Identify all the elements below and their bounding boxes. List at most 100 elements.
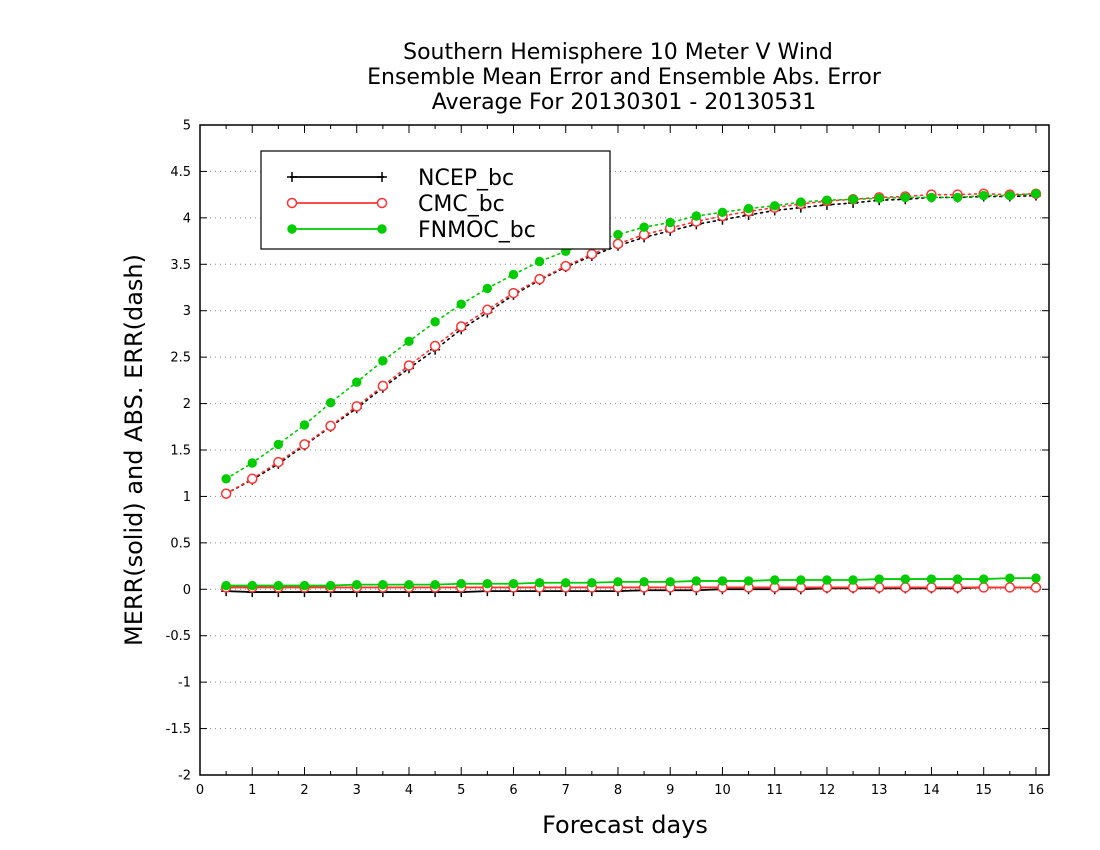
abs-error-point (612, 238, 624, 250)
series-cmc-bc (220, 188, 1042, 593)
mean-error-point (926, 574, 937, 584)
abs-error-point (534, 273, 545, 285)
mean-error-point (508, 579, 519, 589)
legend-box (260, 150, 611, 250)
mean-error-point (743, 576, 754, 586)
legend-marker (377, 172, 387, 182)
abs-error-line (225, 192, 1037, 495)
legend-label: NCEP_bc (418, 166, 514, 191)
abs-error-point (429, 340, 441, 352)
abs-error-point (482, 304, 493, 316)
y-tick-label: -2 (178, 769, 191, 784)
y-tick-label: 1 (183, 490, 191, 505)
x-tick-label: 11 (766, 783, 783, 798)
y-tick-label: 0 (183, 583, 191, 598)
mean-error-point (717, 576, 728, 586)
abs-error-point (404, 336, 414, 347)
mean-error-point (273, 580, 284, 591)
x-tick-label: 16 (1028, 783, 1045, 798)
abs-error-point (978, 190, 989, 201)
abs-error-point (560, 260, 571, 272)
abs-error-point (273, 456, 284, 468)
x-tick-label: 8 (614, 783, 622, 798)
mean-error-point (325, 580, 336, 591)
abs-error-point (352, 377, 362, 387)
abs-error-point (848, 194, 858, 204)
abs-error-point (299, 439, 310, 450)
x-tick-label: 6 (509, 783, 517, 798)
abs-error-point (534, 256, 545, 267)
abs-error-point (508, 269, 519, 280)
abs-error-point (508, 287, 519, 299)
legend-item-ncep-bc: NCEP_bc (287, 166, 514, 191)
mean-error-point (665, 577, 675, 587)
y-axis: -2 -1.5 -1 -0.5 0 0.5 1 1.5 2 2.5 3 3.5 4 4.5 5 (166, 119, 1049, 784)
x-tick-label: 9 (666, 783, 674, 798)
mean-error-point (900, 574, 911, 584)
mean-error-point (874, 574, 884, 584)
x-axis-label: Forecast days (542, 811, 708, 839)
abs-error-point (351, 401, 362, 412)
series-ncep-bc (221, 190, 1041, 598)
abs-error-point (247, 458, 257, 468)
x-tick-label: 3 (353, 783, 361, 798)
mean-error-point (534, 578, 545, 588)
mean-error-point (770, 575, 780, 585)
abs-error-point (377, 380, 389, 392)
y-tick-label: 4 (183, 211, 191, 226)
mean-error-point (299, 580, 310, 591)
x-tick-label: 4 (405, 783, 413, 798)
x-tick-label: 5 (457, 783, 465, 798)
legend-marker (287, 172, 297, 182)
abs-error-point (378, 356, 388, 366)
abs-error-point (743, 203, 754, 214)
legend-marker (286, 197, 298, 209)
mean-error-point (639, 577, 649, 587)
mean-error-line (226, 577, 1036, 587)
mean-error-point (873, 582, 885, 593)
y-tick-label: -1 (178, 676, 191, 691)
abs-error-point (926, 192, 937, 203)
mean-error-point (1004, 582, 1016, 593)
x-tick-label: 10 (714, 783, 731, 798)
mean-error-point (691, 576, 702, 586)
legend-label: CMC_bc (418, 192, 505, 217)
mean-error-point (378, 579, 388, 590)
abs-error-point (456, 299, 466, 309)
mean-error-point (900, 582, 911, 593)
title-line-1: Southern Hemisphere 10 Meter V Wind (403, 40, 833, 65)
y-tick-label: 5 (183, 119, 191, 134)
series-layer (220, 188, 1042, 598)
mean-error-point (430, 579, 440, 590)
mean-error-point (221, 580, 231, 591)
title-line-2: Ensemble Mean Error and Ensemble Abs. Er… (367, 65, 882, 90)
x-tick-label: 12 (819, 783, 836, 798)
x-axis: 0 1 2 3 4 5 6 7 8 9 10 11 12 13 14 15 16 (196, 125, 1044, 798)
abs-error-point (299, 420, 310, 430)
x-tick-label: 14 (923, 783, 940, 798)
chart-title: Southern Hemisphere 10 Meter V Wind Ense… (367, 40, 882, 115)
mean-error-point (952, 582, 963, 593)
mean-error-point (352, 579, 362, 590)
abs-error-point (455, 321, 467, 332)
grid (200, 170, 1049, 730)
abs-error-point (430, 317, 440, 327)
abs-error-point (613, 229, 623, 240)
legend-item-cmc-bc: CMC_bc (286, 192, 505, 217)
x-tick-label: 1 (248, 783, 256, 798)
abs-error-point (639, 222, 649, 232)
y-tick-label: 3 (183, 304, 191, 319)
abs-error-point (586, 248, 598, 260)
legend-item-fnmoc-bc: FNMOC_bc (287, 218, 536, 243)
y-tick-label: -1.5 (166, 722, 191, 737)
mean-error-point (1005, 573, 1015, 583)
abs-error-point (273, 439, 284, 450)
y-axis-label: MERR(solid) and ABS. ERR(dash) (120, 254, 148, 646)
abs-error-point (717, 207, 728, 217)
series-fnmoc-bc (221, 189, 1041, 591)
mean-error-point (848, 575, 858, 585)
y-tick-label: 2.5 (170, 351, 191, 366)
legend-marker (287, 224, 297, 234)
